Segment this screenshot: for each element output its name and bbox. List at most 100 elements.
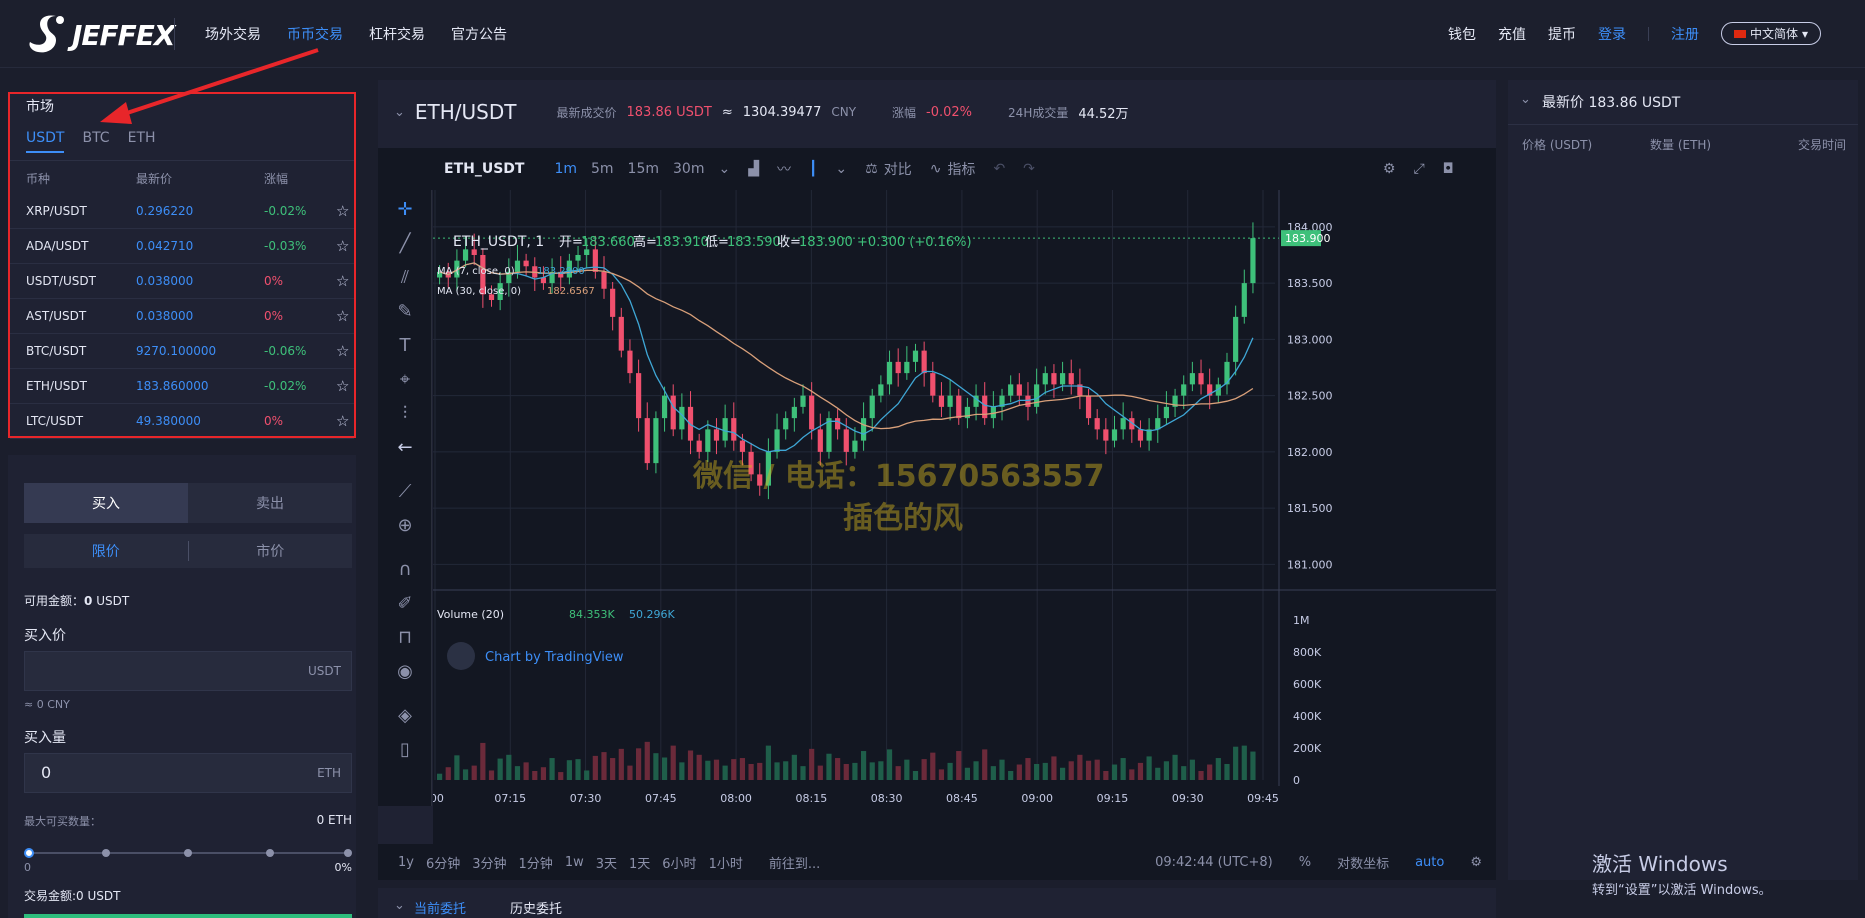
favorite-star-icon[interactable]: ☆ [336,342,350,360]
favorite-star-icon[interactable]: ☆ [336,237,350,255]
chart-type-dropdown-icon[interactable]: ⌄ [835,161,848,177]
undo-icon[interactable]: ↶ [993,161,1006,177]
sell-tab[interactable]: 卖出 [188,483,352,523]
layers-icon[interactable]: ◈ [398,705,412,726]
candlestick-icon[interactable]: ┃ [808,161,818,177]
buy-tab[interactable]: 买入 [24,483,188,523]
eye-icon[interactable]: ◉ [397,661,413,682]
orders-chevron-icon[interactable]: ⌄ [394,898,405,913]
tab-btc[interactable]: BTC [82,130,110,146]
deposit-link[interactable]: 充值 [1497,26,1526,43]
lock-icon[interactable]: ⊓ [397,627,413,648]
nav-spot[interactable]: 币币交易 [287,27,343,43]
withdraw-link[interactable]: 提币 [1547,26,1576,43]
favorite-star-icon[interactable]: ☆ [336,307,350,325]
magnet-icon[interactable]: ∩ [398,559,412,580]
register-link[interactable]: 注册 [1670,26,1699,43]
nav-margin[interactable]: 杠杆交易 [369,27,425,43]
goto-date-button[interactable]: 前往到... [768,856,821,872]
nav-announcements[interactable]: 官方公告 [451,27,507,43]
nav-otc[interactable]: 场外交易 [205,27,261,43]
tab-order-history[interactable]: 历史委托 [510,902,563,917]
indicators-button[interactable]: 指标 [947,162,976,178]
price-input[interactable]: USDT [24,651,352,691]
log-scale-toggle[interactable]: 对数坐标 [1337,856,1390,872]
line-chart-icon[interactable]: 〰 [776,162,791,178]
candle-body [1207,384,1213,396]
chart-symbol[interactable]: ETH_USDT [444,161,525,177]
compare-icon[interactable]: ⚖ [865,161,878,177]
range-1w[interactable]: 1w [564,854,584,870]
redo-icon[interactable]: ↷ [1023,161,1035,177]
market-row[interactable]: ETH/USDT 183.860000 -0.02% ☆ [10,369,354,404]
range-1min[interactable]: 1分钟 [518,856,553,872]
timeframe-1m[interactable]: 1m [554,161,577,177]
favorite-star-icon[interactable]: ☆ [336,202,350,220]
price-chart[interactable]: :00 07:15 07:30 07:45 08:00 08:15 08:30 08:45 09… [433,190,1496,844]
favorite-star-icon[interactable]: ☆ [336,412,350,430]
range-3d[interactable]: 3天 [595,856,617,872]
range-6min[interactable]: 6分钟 [425,856,461,872]
fib-tool-icon[interactable]: ⫽ [400,267,410,288]
slider-stop-25[interactable] [102,849,110,857]
candle-body [947,395,953,407]
tab-current-orders[interactable]: 当前委托 [414,902,467,917]
back-arrow-icon[interactable]: ← [397,437,413,458]
timeframe-15m[interactable]: 15m [627,161,659,177]
range-3min[interactable]: 3分钟 [472,856,507,872]
market-row[interactable]: BTC/USDT 9270.100000 -0.06% ☆ [10,334,354,369]
fullscreen-icon[interactable]: ⤢ [1413,161,1425,177]
market-row[interactable]: XRP/USDT 0.296220 -0.02% ☆ [10,194,354,229]
slider-stop-100[interactable] [344,849,352,857]
market-order-tab[interactable]: 市价 [256,544,285,560]
slider-stop-75[interactable] [266,849,274,857]
market-row[interactable]: USDT/USDT 0.038000 0% ☆ [10,264,354,299]
range-1d[interactable]: 1天 [629,856,651,872]
favorite-star-icon[interactable]: ☆ [336,272,350,290]
screenshot-camera-icon[interactable]: ◘ [1442,161,1454,177]
range-1y[interactable]: 1y [398,854,414,870]
timeframe-dropdown-icon[interactable]: ⌄ [718,161,731,177]
tab-usdt[interactable]: USDT [26,130,65,153]
indicators-icon[interactable]: ∿ [929,161,942,177]
buy-submit-button[interactable] [24,914,352,918]
available-value: 0 [84,594,93,608]
book-chevron-icon[interactable]: ⌄ [1520,92,1531,107]
scale-settings-gear-icon[interactable]: ⚙ [1470,854,1482,870]
brush-icon[interactable]: ✎ [397,301,413,322]
range-6h[interactable]: 6小时 [662,856,697,872]
auto-scale-toggle[interactable]: auto [1415,854,1445,870]
amount-input[interactable]: 0 ETH [24,753,352,793]
lock-drawing-icon[interactable]: ✐ [397,593,413,614]
market-row[interactable]: LTC/USDT 49.380000 0% ☆ [10,404,354,439]
compare-button[interactable]: 对比 [883,162,912,178]
market-row[interactable]: ADA/USDT 0.042710 -0.03% ☆ [10,229,354,264]
crosshair-icon[interactable]: ✛ [397,199,413,220]
tab-eth[interactable]: ETH [127,130,156,146]
zoom-in-icon[interactable]: ⊕ [397,515,413,536]
bars-chart-icon[interactable]: ▟ [748,161,759,177]
login-link[interactable]: 登录 [1597,26,1626,43]
pattern-tool-icon[interactable]: ⌖ [399,369,411,390]
text-tool-icon[interactable]: T [399,335,411,356]
timeframe-30m[interactable]: 30m [673,161,705,177]
percent-scale-toggle[interactable]: % [1298,854,1312,870]
market-row[interactable]: AST/USDT 0.038000 0% ☆ [10,299,354,334]
range-1h[interactable]: 1小时 [708,856,743,872]
measure-tool-icon[interactable]: ⫶ [402,403,408,424]
slider-stop-50[interactable] [184,849,192,857]
candle-body [558,271,564,278]
collapse-chevron-icon[interactable]: ⌄ [394,104,405,120]
language-selector[interactable]: 中文简体 ▾ [1720,22,1821,45]
wallet-link[interactable]: 钱包 [1447,26,1476,43]
timeframe-5m[interactable]: 5m [591,161,614,177]
slider-handle[interactable] [24,848,34,858]
trash-icon[interactable]: ▯ [400,739,410,760]
ruler-icon[interactable]: ⟋ [398,481,412,502]
settings-gear-icon[interactable]: ⚙ [1382,161,1396,177]
amount-slider[interactable] [24,847,352,859]
limit-order-tab[interactable]: 限价 [24,541,189,561]
favorite-star-icon[interactable]: ☆ [336,377,350,395]
trend-line-icon[interactable]: ╱ [399,233,411,254]
brand-logo[interactable]: JEFFEX [26,12,176,58]
